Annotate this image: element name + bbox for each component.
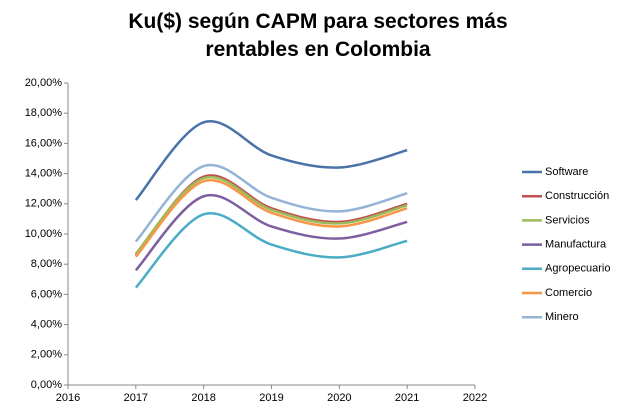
series-line — [134, 178, 408, 258]
series-line — [134, 163, 408, 243]
legend-label: Manufactura — [545, 239, 607, 251]
series-line — [134, 212, 408, 289]
y-tick-label: 2,00% — [31, 349, 62, 361]
series-line — [134, 193, 408, 272]
y-tick-label: 8,00% — [31, 258, 62, 270]
legend-label: Servicios — [545, 214, 590, 226]
x-tick-label: 2018 — [191, 392, 215, 404]
series-line — [134, 175, 408, 255]
legend-label: Agropecuario — [545, 263, 610, 275]
legend-label: Minero — [545, 311, 579, 323]
x-tick-label: 2016 — [56, 392, 80, 404]
y-tick-label: 14,00% — [25, 168, 63, 180]
y-tick-label: 0,00% — [31, 379, 62, 391]
y-tick-label: 6,00% — [31, 288, 62, 300]
y-tick-label: 16,00% — [25, 137, 63, 149]
x-tick-label: 2022 — [463, 392, 487, 404]
x-tick-label: 2019 — [259, 392, 283, 404]
chart-title: Ku($) según CAPM para sectores más renta… — [128, 10, 508, 61]
y-tick-label: 18,00% — [25, 107, 63, 119]
series-line — [134, 119, 408, 201]
x-tick-label: 2020 — [327, 392, 351, 404]
y-tick-label: 20,00% — [25, 77, 63, 89]
legend-label: Comercio — [545, 287, 592, 299]
x-tick-label: 2021 — [395, 392, 419, 404]
y-tick-label: 10,00% — [25, 228, 63, 240]
legend-label: Construcción — [545, 190, 609, 202]
y-tick-label: 4,00% — [31, 319, 62, 331]
x-tick-label: 2017 — [124, 392, 148, 404]
legend-label: Software — [545, 166, 588, 178]
y-tick-label: 12,00% — [25, 198, 63, 210]
